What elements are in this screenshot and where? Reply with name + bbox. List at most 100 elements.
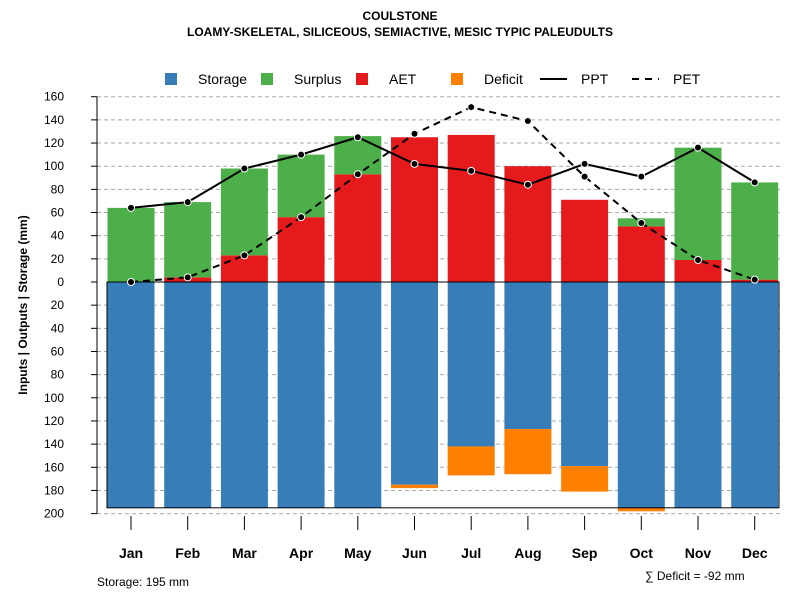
- deficit-bar: [617, 507, 665, 512]
- storage-frame: [106, 281, 780, 509]
- legend-label-ppt: PPT: [581, 71, 609, 87]
- legend-swatch-aet: [356, 73, 368, 85]
- x-tick-label: Jul: [461, 545, 481, 561]
- surplus-bar: [731, 182, 779, 280]
- pet-point: [750, 275, 759, 284]
- legend-label-storage: Storage: [198, 71, 247, 87]
- storage-bar: [504, 282, 552, 430]
- x-tick-label: Apr: [289, 545, 314, 561]
- pet-point: [127, 278, 135, 286]
- pet-point: [183, 273, 192, 282]
- ppt-point: [127, 203, 135, 212]
- storage-bar: [561, 282, 609, 467]
- pet-point: [694, 255, 702, 264]
- pet-point: [467, 103, 476, 112]
- storage-bar: [277, 282, 325, 508]
- y-tick-label: 100: [44, 159, 64, 173]
- x-tick-label: Nov: [685, 545, 712, 561]
- x-tick-label: Mar: [232, 545, 257, 561]
- y-tick-label: 160: [44, 460, 64, 474]
- legend-label-surplus: Surplus: [294, 71, 341, 87]
- ppt-point: [694, 143, 702, 152]
- aet-bar: [277, 217, 325, 282]
- ppt-point: [523, 180, 532, 189]
- deficit-bar: [504, 429, 552, 475]
- surplus-bar: [107, 207, 155, 282]
- pet-point: [637, 218, 646, 227]
- pet-point: [353, 170, 362, 179]
- y-tick-label: 80: [51, 368, 65, 382]
- deficit-bar: [561, 466, 609, 492]
- y-tick-label: 40: [51, 321, 65, 335]
- pet-point: [523, 117, 532, 126]
- ppt-point: [467, 166, 476, 175]
- aet-bar: [391, 137, 438, 282]
- storage-bar: [447, 282, 495, 447]
- legend-label-aet: AET: [389, 71, 417, 87]
- storage-bar: [731, 282, 779, 508]
- y-tick-label: 180: [44, 483, 64, 497]
- storage-bar: [164, 282, 212, 508]
- y-tick-label: 20: [51, 252, 65, 266]
- x-tick-label: Feb: [175, 545, 200, 561]
- ppt-point: [353, 133, 362, 142]
- y-axis-label: Inputs | Outputs | Storage (mm): [16, 215, 30, 394]
- legend-label-pet: PET: [673, 71, 701, 87]
- y-tick-label: 60: [51, 206, 65, 220]
- storage-bar: [334, 282, 382, 508]
- x-tick-label: May: [344, 545, 371, 561]
- ppt-point: [580, 159, 589, 168]
- ppt-point: [410, 159, 419, 168]
- surplus-bar: [220, 168, 268, 256]
- legend-swatch-storage: [165, 73, 177, 85]
- surplus-bar: [164, 202, 212, 278]
- y-tick-label: 40: [51, 229, 65, 243]
- ppt-point: [750, 178, 759, 187]
- y-tick-label: 140: [44, 437, 64, 451]
- aet-bar: [561, 199, 609, 282]
- chart-title-block: COULSTONE LOAMY-SKELETAL, SILICEOUS, SEM…: [0, 8, 800, 40]
- chart-title: COULSTONE: [362, 9, 438, 23]
- x-tick-label: Dec: [742, 545, 768, 561]
- y-tick-label: 160: [44, 90, 64, 104]
- surplus-bar: [674, 147, 722, 260]
- pet-point: [297, 213, 306, 222]
- x-tick-label: Sep: [572, 545, 598, 561]
- ppt-point: [240, 164, 249, 173]
- deficit-bar: [391, 484, 438, 489]
- surplus-bar: [277, 154, 325, 218]
- aet-bar: [674, 259, 722, 282]
- y-tick-label: 80: [51, 182, 65, 196]
- deficit-bar: [447, 446, 495, 476]
- ppt-point: [183, 198, 192, 207]
- y-tick-label: 60: [51, 344, 65, 358]
- x-tick-label: Jan: [119, 545, 143, 561]
- storage-bar: [220, 282, 268, 508]
- storage-annotation: Storage: 195 mm: [97, 575, 190, 589]
- y-tick-label: 140: [44, 113, 64, 127]
- legend-label-deficit: Deficit: [484, 71, 523, 87]
- y-tick-label: 100: [44, 391, 64, 405]
- ppt-line: [130, 136, 756, 209]
- pet-point: [580, 172, 589, 181]
- y-tick-label: 0: [57, 275, 64, 289]
- y-tick-label: 120: [44, 136, 64, 150]
- x-tick-label: Jun: [402, 545, 427, 561]
- storage-bar: [391, 282, 438, 485]
- legend-swatch-surplus: [261, 73, 273, 85]
- deficit-annotation: ∑ Deficit = -92 mm: [645, 569, 745, 583]
- pet-point: [410, 129, 419, 138]
- y-tick-label: 20: [51, 298, 65, 312]
- ppt-point: [637, 172, 646, 181]
- aet-bar: [220, 255, 268, 282]
- aet-bar: [447, 134, 495, 282]
- storage-bar: [107, 282, 155, 508]
- x-tick-label: Oct: [630, 545, 654, 561]
- legend-swatch-deficit: [451, 73, 463, 85]
- chart-subtitle: LOAMY-SKELETAL, SILICEOUS, SEMIACTIVE, M…: [186, 25, 614, 39]
- x-tick-label: Aug: [514, 545, 541, 561]
- ppt-point: [297, 150, 306, 159]
- storage-bar: [617, 282, 665, 508]
